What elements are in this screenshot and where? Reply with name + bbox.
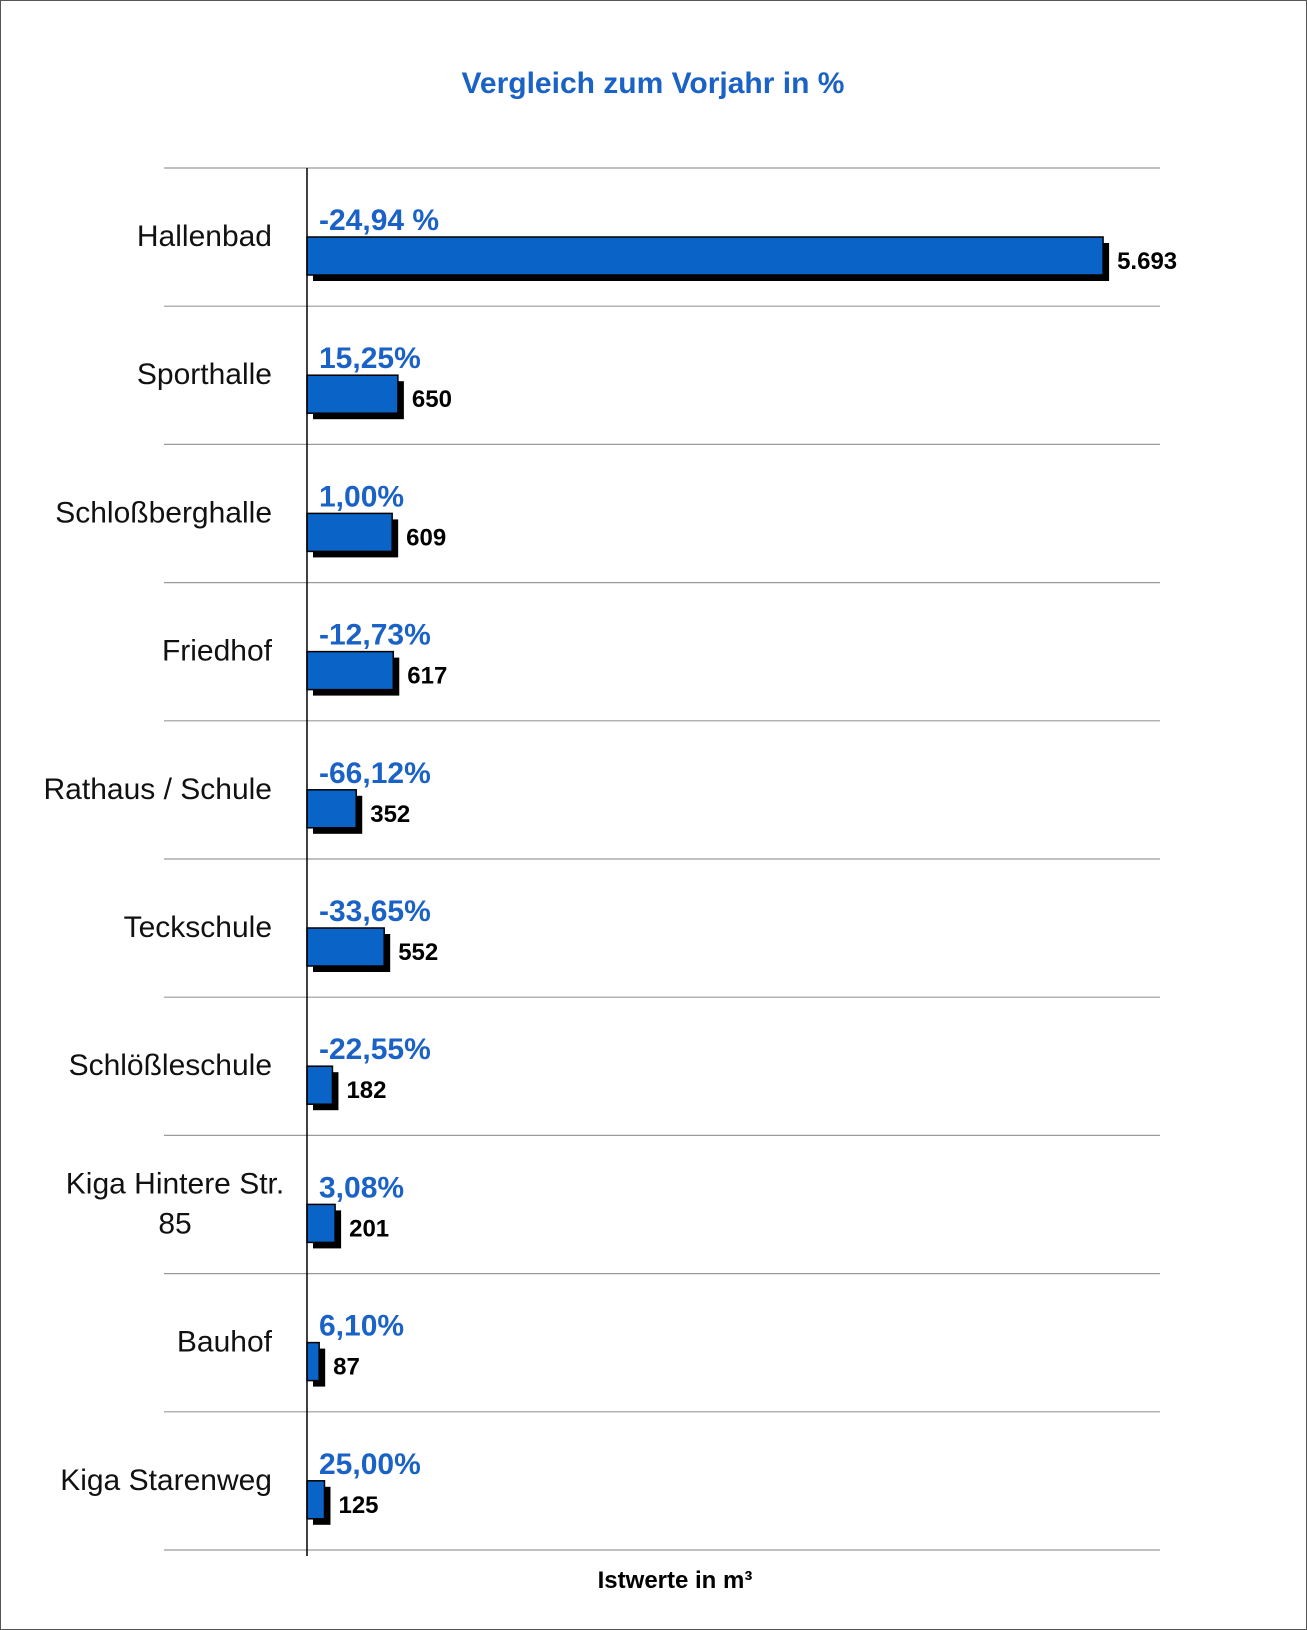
category-label: Bauhof [177,1326,273,1359]
value-label: 5.693 [1117,248,1177,275]
change-label: 3,08% [319,1171,404,1204]
bar [306,512,393,553]
change-label: 6,10% [319,1310,404,1343]
bar [306,1480,326,1520]
change-label: 1,00% [319,480,404,513]
bar [306,789,357,829]
bars-layer [306,236,1110,1525]
category-label: Hallenbad [137,220,272,253]
value-label: 125 [338,1492,378,1519]
change-label: 25,00% [319,1448,421,1481]
change-label: -24,94 % [319,204,439,237]
value-label: 352 [370,801,410,828]
bar [306,650,395,691]
bar [306,1065,334,1105]
category-label: Schloßberghalle [55,496,272,529]
value-label: 201 [349,1215,389,1242]
grid-layer [164,167,1160,1551]
category-label: Kiga Starenweg [60,1464,272,1497]
bar [306,236,1104,276]
category-label: Sporthalle [137,358,272,391]
change-label: -66,12% [319,757,431,790]
category-label: Teckschule [124,911,272,944]
category-label: Kiga Hintere Str. [66,1167,284,1200]
category-label: 85 [158,1207,191,1240]
value-label: 87 [333,1354,360,1381]
category-label: Schlößleschule [69,1049,272,1082]
value-label: 650 [412,386,452,413]
chart-title: Vergleich zum Vorjahr in % [462,67,845,100]
category-label: Friedhof [162,635,273,668]
labels-layer: 5.693 -24,94 % Hallenbad 650 15,25% Sporthall… [44,204,1178,1519]
value-label: 617 [407,663,447,690]
change-label: -12,73% [319,619,431,652]
change-label: -33,65% [319,895,431,928]
value-label: 609 [406,524,446,551]
bar [306,374,399,414]
value-label: 182 [346,1077,386,1104]
bar [306,927,385,967]
category-label: Rathaus / Schule [44,773,272,806]
bar [306,1203,336,1244]
change-label: 15,25% [319,342,421,375]
bar [306,1341,320,1382]
value-label: 552 [398,939,438,966]
x-axis-title: Istwerte in m³ [598,1567,753,1594]
change-label: -22,55% [319,1033,431,1066]
